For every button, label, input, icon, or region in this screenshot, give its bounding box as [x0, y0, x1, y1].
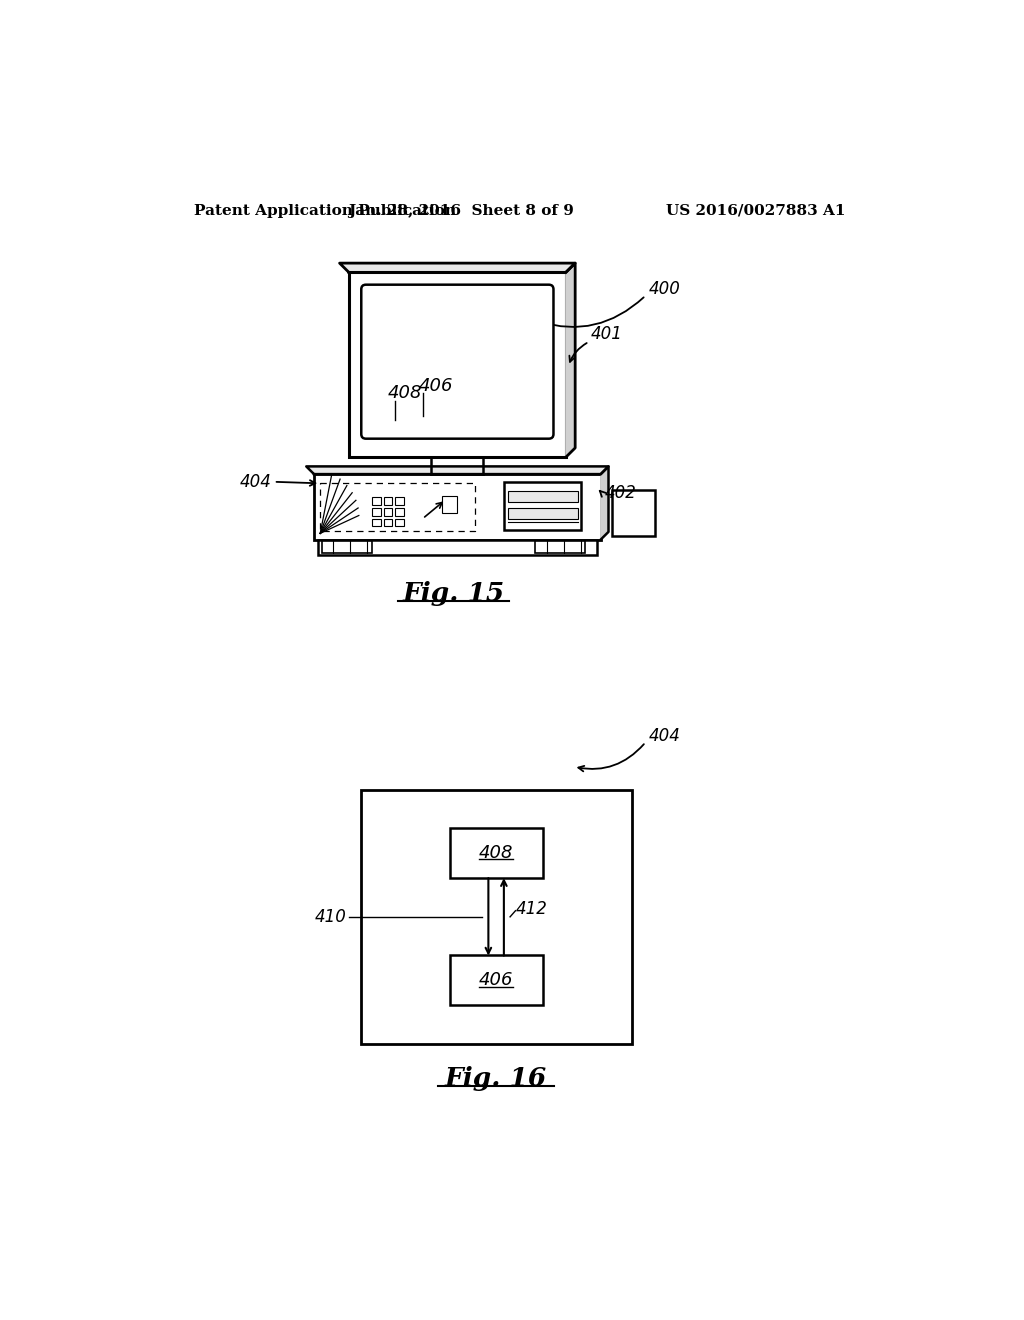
- Bar: [372, 519, 381, 527]
- Bar: [384, 498, 392, 506]
- Text: 408: 408: [479, 845, 513, 862]
- Bar: [322, 541, 372, 553]
- Bar: [504, 482, 582, 529]
- Polygon shape: [601, 466, 608, 540]
- Bar: [508, 491, 578, 502]
- Polygon shape: [566, 263, 575, 457]
- Bar: [442, 496, 458, 512]
- Text: 412: 412: [515, 900, 548, 919]
- Bar: [395, 508, 403, 516]
- Text: US 2016/0027883 A1: US 2016/0027883 A1: [666, 203, 846, 218]
- Bar: [508, 508, 578, 519]
- Polygon shape: [306, 466, 608, 474]
- Text: Fig. 15: Fig. 15: [402, 581, 505, 606]
- Bar: [314, 474, 601, 540]
- Text: 406: 406: [419, 376, 454, 395]
- Bar: [612, 490, 655, 536]
- Bar: [360, 789, 632, 1044]
- Text: 410: 410: [314, 908, 346, 925]
- Polygon shape: [340, 263, 575, 272]
- FancyBboxPatch shape: [361, 285, 554, 438]
- Text: 402: 402: [604, 484, 637, 503]
- Bar: [395, 519, 403, 527]
- Bar: [349, 272, 566, 457]
- Bar: [450, 956, 543, 1006]
- Bar: [535, 541, 586, 553]
- Text: 400: 400: [649, 280, 681, 298]
- Text: Fig. 16: Fig. 16: [445, 1067, 547, 1092]
- Text: Patent Application Publication: Patent Application Publication: [194, 203, 456, 218]
- Text: 408: 408: [388, 384, 422, 403]
- Bar: [372, 498, 381, 506]
- Text: 406: 406: [479, 972, 513, 990]
- Text: 404: 404: [240, 473, 271, 491]
- Bar: [384, 508, 392, 516]
- Bar: [395, 498, 403, 506]
- Bar: [384, 519, 392, 527]
- Bar: [317, 540, 597, 554]
- Text: Jan. 28, 2016  Sheet 8 of 9: Jan. 28, 2016 Sheet 8 of 9: [348, 203, 574, 218]
- Bar: [372, 508, 381, 516]
- Text: 401: 401: [591, 325, 623, 343]
- Bar: [450, 829, 543, 878]
- Text: 404: 404: [649, 727, 681, 744]
